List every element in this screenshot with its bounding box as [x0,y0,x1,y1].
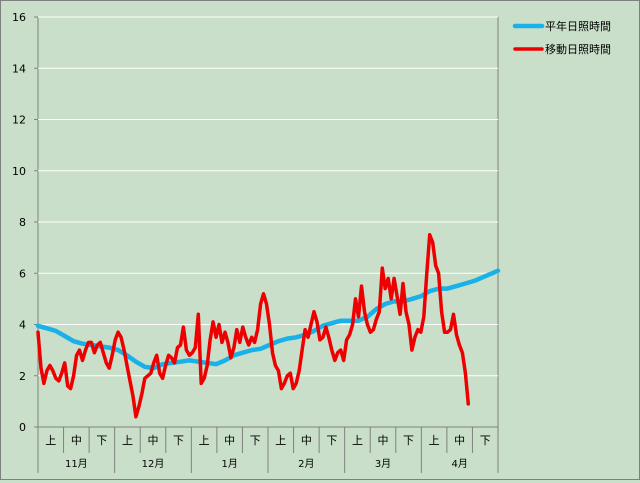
y-tick-label: 16 [12,11,26,24]
x-period-label: 下 [250,434,261,447]
x-month-label: 12月 [142,458,165,470]
x-month-label: 2月 [298,458,314,470]
x-period-label: 上 [199,434,210,447]
y-tick-label: 2 [19,370,26,383]
legend-label: 移動日照時間 [545,42,611,56]
x-period-label: 中 [148,434,159,447]
moving-sunshine-line [36,233,471,419]
x-period-label: 中 [224,434,235,447]
y-tick-label: 12 [12,114,26,127]
x-period-label: 下 [403,434,414,447]
x-period-label: 中 [301,434,312,447]
x-period-label: 下 [173,434,184,447]
x-period-label: 上 [275,434,286,447]
x-month-label: 1月 [221,458,237,470]
x-period-label: 下 [480,434,491,447]
x-period-label: 下 [326,434,337,447]
x-period-label: 中 [454,434,465,447]
x-month-label: 11月 [65,458,88,470]
x-period-label: 上 [352,434,363,447]
x-month-label: 4月 [451,458,467,470]
y-tick-label: 10 [12,165,26,178]
x-month-label: 3月 [375,458,391,470]
x-period-label: 上 [122,434,133,447]
x-period-label: 上 [45,434,56,447]
x-axis: 上中下11月上中下12月上中下1月上中下2月上中下3月上中下4月 [37,427,499,473]
y-tick-label: 8 [19,216,26,229]
y-tick-label: 4 [19,319,26,332]
y-axis: 0 2 4 6 8 10 12 14 16 [12,11,38,434]
series-layer [35,233,501,419]
x-period-label: 上 [429,434,440,447]
y-tick-label: 6 [19,267,26,280]
y-tick-label: 0 [19,421,26,434]
x-period-label: 中 [378,434,389,447]
x-period-label: 中 [71,434,82,447]
legend-label: 平年日照時間 [545,19,611,33]
y-tick-label: 14 [12,62,26,75]
x-period-label: 下 [96,434,107,447]
